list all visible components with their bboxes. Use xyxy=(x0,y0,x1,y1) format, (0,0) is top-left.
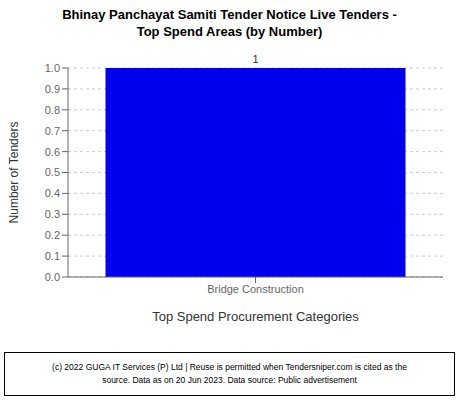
svg-text:0.4: 0.4 xyxy=(45,187,60,199)
svg-text:0.3: 0.3 xyxy=(45,208,60,220)
svg-text:Bridge Construction: Bridge Construction xyxy=(207,283,304,295)
svg-text:0.2: 0.2 xyxy=(45,229,60,241)
html-text:Top Spend Areas (by Number): Top Spend Areas (by Number) xyxy=(136,24,323,39)
svg-text:0.9: 0.9 xyxy=(45,83,60,95)
html-text:(c) 2022 GUGA IT Services (P): (c) 2022 GUGA IT Services (P) Ltd | Reus… xyxy=(52,362,407,372)
html-text:source. Data as on 20 Jun 2023: source. Data as on 20 Jun 2023. Data sou… xyxy=(102,375,357,385)
svg-text:Top Spend Procurement Categori: Top Spend Procurement Categories xyxy=(152,309,359,324)
svg-text:0.1: 0.1 xyxy=(45,250,60,262)
svg-text:0.6: 0.6 xyxy=(45,146,60,158)
svg-text:Number of Tenders: Number of Tenders xyxy=(7,122,21,224)
svg-text:0.8: 0.8 xyxy=(45,104,60,116)
svg-text:1: 1 xyxy=(252,53,258,65)
svg-text:1.0: 1.0 xyxy=(45,62,60,74)
svg-text:0.0: 0.0 xyxy=(45,271,60,283)
html-text:Bhinay Panchayat Samiti Tender: Bhinay Panchayat Samiti Tender Notice Li… xyxy=(62,7,397,22)
svg-text:0.5: 0.5 xyxy=(45,166,60,178)
svg-text:0.7: 0.7 xyxy=(45,125,60,137)
